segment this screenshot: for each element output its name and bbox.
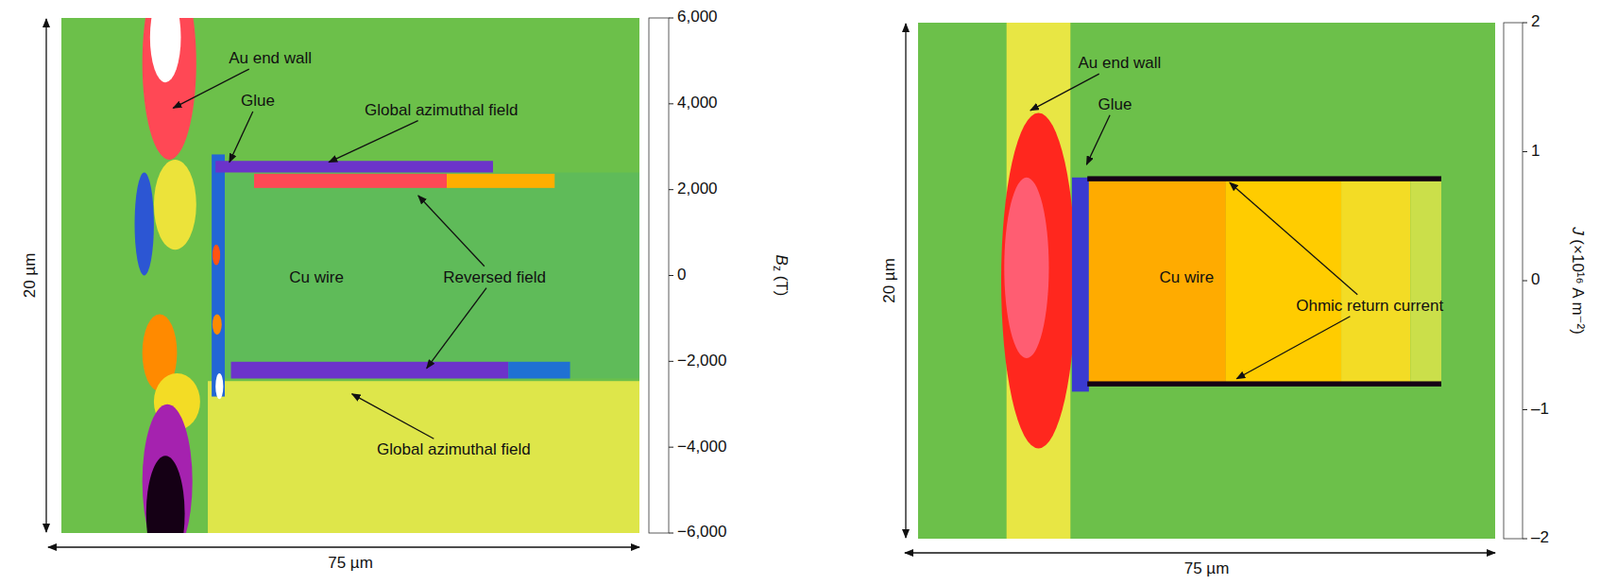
colorbar-label-unit: (T) — [772, 271, 791, 296]
colorbar-tick-label: 4,000 — [677, 93, 718, 112]
heatmap-region — [1001, 113, 1076, 449]
annotation-label: Cu wire — [289, 268, 344, 287]
heatmap-region — [212, 244, 221, 266]
colorbar-label: J (×10¹⁶ A m⁻²) — [1568, 225, 1587, 335]
annotation-label: Reversed field — [442, 268, 546, 287]
heatmap-region — [212, 313, 222, 335]
y-axis-label: 20 µm — [20, 253, 39, 299]
colorbar-tick — [668, 532, 674, 534]
heatmap-region — [508, 361, 570, 379]
heatmap-region — [1089, 177, 1226, 384]
annotation-arrow — [1229, 182, 1358, 295]
x-axis-label: 75 µm — [327, 553, 374, 572]
annotation-label: Global azimuthal field — [376, 440, 531, 459]
y-axis-label: 20 µm — [880, 257, 899, 304]
colorbar-tick-label: 6,000 — [677, 7, 718, 26]
colorbar — [648, 17, 669, 533]
annotation-label: Cu wire — [1159, 268, 1215, 287]
heatmap-region — [215, 160, 494, 172]
y-extent-arrow — [904, 23, 906, 538]
colorbar-tick-label: 0 — [1531, 270, 1540, 289]
heatmap-region — [142, 17, 197, 160]
colorbar-tick-label: −2,000 — [677, 351, 727, 370]
heatmap-region — [918, 22, 1496, 539]
colorbar-label-symbol: J — [1568, 225, 1587, 236]
colorbar-tick-label: 2 — [1531, 12, 1540, 31]
colorbar-tick-label: –2 — [1531, 527, 1549, 546]
heatmap-region — [1087, 380, 1442, 386]
y-extent-arrow — [45, 18, 47, 532]
colorbar-tick-label: −6,000 — [677, 522, 727, 541]
heatmap-region — [446, 173, 555, 188]
colorbar-label: Bz (T) — [770, 255, 791, 297]
heatmap-region — [215, 373, 223, 399]
heatmap-region — [1004, 177, 1049, 358]
colorbar — [1503, 22, 1523, 539]
colorbar-tick — [1522, 408, 1528, 410]
heatmap-region — [153, 159, 197, 250]
colorbar-tick — [668, 17, 674, 19]
colorbar-tick-label: 2,000 — [677, 179, 718, 198]
colorbar-tick — [1522, 538, 1528, 540]
heatmap-region — [150, 17, 182, 83]
annotation-arrow — [172, 68, 249, 108]
annotation-arrow — [1086, 115, 1110, 165]
annotation-label: Au end wall — [228, 49, 312, 68]
heatmap-region — [207, 380, 640, 533]
colorbar-tick — [1522, 151, 1528, 153]
annotation-label: Global azimuthal field — [364, 101, 519, 120]
heatmap-cells — [918, 22, 1496, 539]
colorbar-tick — [668, 360, 674, 362]
colorbar-tick-label: −4,000 — [677, 437, 727, 456]
heatmap-cells — [61, 17, 640, 533]
heatmap-region — [211, 153, 225, 396]
heatmap-region — [1341, 177, 1411, 384]
colorbar-tick — [668, 102, 674, 104]
annotation-label: Glue — [1098, 95, 1133, 114]
heatmap-region — [231, 361, 510, 379]
heatmap-region — [254, 173, 447, 188]
figure: 6,000 4,000 2,000 0 −2,000 −4,000 −6,000 Bz (T)… — [0, 0, 1600, 585]
heatmap-region — [1072, 177, 1090, 392]
colorbar-label-unit: (×10¹⁶ A m⁻²) — [1568, 235, 1587, 335]
x-extent-arrow — [48, 545, 640, 547]
colorbar-tick — [668, 274, 674, 276]
colorbar-tick — [1522, 22, 1528, 24]
colorbar-tick — [1522, 280, 1528, 282]
heatmap-region — [224, 172, 640, 379]
colorbar-tick — [668, 188, 674, 190]
annotation-arrow — [352, 393, 435, 439]
panel: 2 1 0 –1 –2 J (×10¹⁶ A m⁻²) 20 µm 75 µm Au end w… — [880, 12, 1587, 578]
heatmap-region — [1087, 175, 1442, 181]
heatmap-region — [135, 172, 154, 276]
colorbar-tick-label: –1 — [1531, 399, 1549, 418]
annotation-arrow — [1030, 73, 1100, 111]
annotation-arrow — [1236, 316, 1350, 379]
annotations: Au end wall Glue Global azimuthal field Rev… — [172, 49, 546, 459]
heatmap-region — [1410, 177, 1442, 384]
annotation-arrow — [328, 120, 418, 163]
annotation-label: Glue — [240, 91, 275, 110]
heatmap-region — [146, 455, 186, 533]
panel: 6,000 4,000 2,000 0 −2,000 −4,000 −6,000 Bz (T)… — [20, 0, 791, 572]
annotation-label: Au end wall — [1077, 53, 1161, 72]
x-axis-label: 75 µm — [1184, 559, 1230, 578]
annotation-arrow — [426, 288, 487, 369]
annotation-arrow — [418, 195, 485, 267]
colorbar-tick — [668, 446, 674, 448]
x-extent-arrow — [904, 551, 1496, 553]
colorbar-tick-label: 1 — [1531, 141, 1540, 160]
annotations: Au end wall Glue Cu wire Ohmic return curre… — [1030, 53, 1444, 379]
annotation-arrow — [229, 111, 254, 163]
colorbar-label-symbol: B — [772, 255, 791, 266]
colorbar-tick-label: 0 — [677, 265, 686, 284]
annotation-label: Ohmic return current — [1295, 296, 1444, 315]
